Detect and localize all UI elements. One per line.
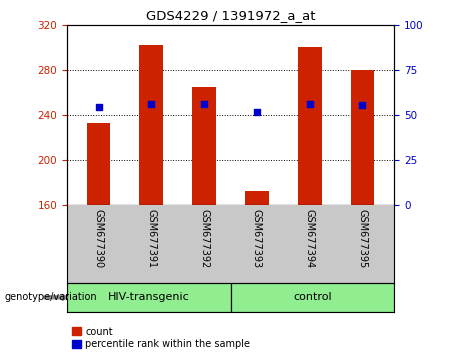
Text: control: control	[293, 292, 331, 302]
Bar	[351, 70, 374, 205]
Point	[359, 102, 366, 108]
Text: GSM677392: GSM677392	[199, 209, 209, 268]
Point	[253, 109, 260, 114]
Title: GDS4229 / 1391972_a_at: GDS4229 / 1391972_a_at	[146, 9, 315, 22]
Text: genotype/variation: genotype/variation	[5, 292, 97, 302]
Point	[148, 101, 155, 107]
Point	[201, 101, 208, 107]
Bar	[298, 47, 322, 205]
Bar	[87, 123, 110, 205]
Text: GSM677395: GSM677395	[357, 209, 367, 268]
Text: GSM677390: GSM677390	[94, 209, 104, 268]
Point	[95, 104, 102, 110]
Text: GSM677394: GSM677394	[305, 209, 315, 268]
Text: GSM677391: GSM677391	[146, 209, 156, 268]
Legend: count, percentile rank within the sample: count, percentile rank within the sample	[72, 327, 250, 349]
Bar	[67, 283, 230, 312]
Text: GSM677393: GSM677393	[252, 209, 262, 268]
Bar	[230, 283, 394, 312]
Bar	[139, 45, 163, 205]
Bar	[192, 87, 216, 205]
Bar	[245, 191, 269, 205]
Point	[306, 101, 313, 107]
Text: HIV-transgenic: HIV-transgenic	[108, 292, 189, 302]
